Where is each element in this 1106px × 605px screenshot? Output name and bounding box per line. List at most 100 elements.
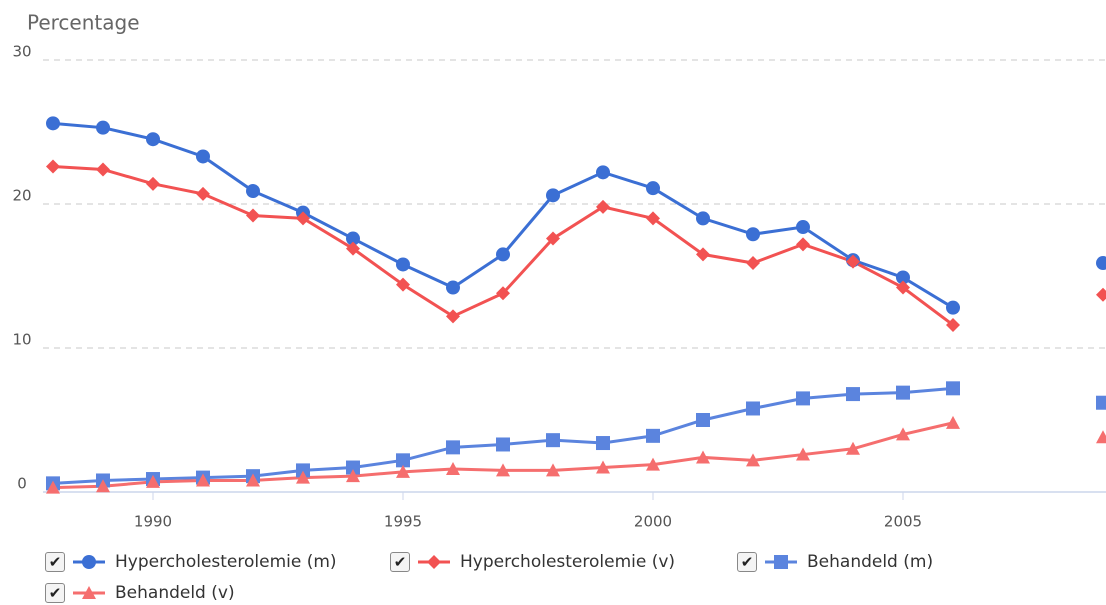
point: [774, 555, 788, 569]
point: [346, 460, 360, 475]
point: [296, 463, 310, 478]
point: [82, 586, 96, 599]
point: [146, 176, 160, 191]
point: [396, 277, 410, 292]
point: [746, 256, 760, 271]
point: [96, 162, 110, 177]
legend-item[interactable]: ✔ Hypercholesterolemie (m): [45, 552, 337, 572]
point: [696, 413, 710, 427]
y-tick-label: 0: [17, 475, 27, 493]
point: [896, 280, 910, 295]
legend-checkbox[interactable]: ✔: [737, 552, 757, 572]
point: [46, 480, 60, 494]
point: [346, 469, 360, 483]
point: [696, 211, 710, 226]
legend-label: Hypercholesterolemie (m): [115, 552, 337, 572]
legend-item[interactable]: ✔ Behandeld (m): [737, 552, 933, 572]
point: [596, 460, 610, 474]
point: [596, 199, 610, 214]
point: [646, 211, 660, 226]
point: [96, 479, 110, 493]
point: [546, 231, 560, 246]
point: [82, 555, 96, 569]
point: [146, 132, 160, 147]
point: [596, 165, 610, 180]
point: [946, 300, 960, 315]
point: [46, 116, 60, 131]
point: [696, 247, 710, 262]
point: [1096, 395, 1106, 410]
point: [496, 247, 510, 262]
legend-label: Hypercholesterolemie (v): [460, 552, 676, 572]
legend-symbol: [73, 586, 105, 599]
point: [427, 555, 441, 569]
legend-checkbox[interactable]: ✔: [390, 552, 410, 572]
legend-symbol: [765, 555, 797, 569]
point: [646, 428, 660, 443]
point: [796, 237, 810, 252]
point: [246, 208, 260, 223]
point: [246, 184, 260, 199]
point: [946, 381, 960, 396]
point: [196, 149, 210, 164]
point: [796, 391, 810, 406]
point: [946, 415, 960, 429]
legend-symbol: [73, 555, 105, 569]
point: [746, 453, 760, 467]
point: [396, 257, 410, 272]
point: [646, 457, 660, 471]
point: [796, 447, 810, 461]
point: [1096, 430, 1106, 444]
legend-item[interactable]: ✔ Behandeld (v): [45, 583, 235, 603]
point: [896, 270, 910, 285]
point: [1096, 287, 1106, 302]
point: [246, 473, 260, 487]
point: [596, 436, 610, 451]
point: [846, 441, 860, 455]
point: [946, 317, 960, 332]
series-line: [53, 123, 1103, 307]
point: [196, 186, 210, 201]
point: [296, 211, 310, 226]
point: [1096, 256, 1106, 271]
point: [846, 387, 860, 402]
point: [746, 401, 760, 416]
point: [496, 437, 510, 452]
point: [396, 464, 410, 478]
point: [46, 159, 60, 174]
point: [346, 241, 360, 256]
point: [96, 120, 110, 135]
point: [446, 309, 460, 324]
x-tick-label: 1990: [134, 513, 172, 531]
x-tick-label: 2005: [884, 513, 922, 531]
point: [746, 227, 760, 242]
point: [896, 385, 910, 400]
y-tick-label: 10: [12, 331, 31, 349]
point: [446, 440, 460, 455]
point: [546, 463, 560, 477]
point: [846, 254, 860, 269]
point: [646, 181, 660, 196]
y-axis-label: Percentage: [27, 11, 140, 35]
chart: Percentage 0 10 20 30 1990 1995 2000 2005: [12, 11, 1106, 531]
point: [546, 433, 560, 448]
point: [896, 427, 910, 441]
point: [496, 463, 510, 477]
legend-label: Behandeld (m): [807, 552, 934, 572]
y-tick-label: 20: [12, 187, 31, 205]
point: [696, 450, 710, 464]
y-tick-label: 30: [12, 43, 31, 61]
legend-checkbox[interactable]: ✔: [45, 552, 65, 572]
point: [546, 188, 560, 203]
point: [446, 280, 460, 295]
legend-item[interactable]: ✔ Hypercholesterolemie (v): [390, 552, 675, 572]
point: [796, 220, 810, 235]
point: [446, 461, 460, 475]
legend-checkbox[interactable]: ✔: [45, 583, 65, 603]
series-line: [53, 167, 1103, 325]
x-tick-label: 1995: [384, 513, 422, 531]
legend-label: Behandeld (v): [115, 583, 235, 603]
legend-symbol: [418, 555, 450, 569]
point: [496, 286, 510, 301]
